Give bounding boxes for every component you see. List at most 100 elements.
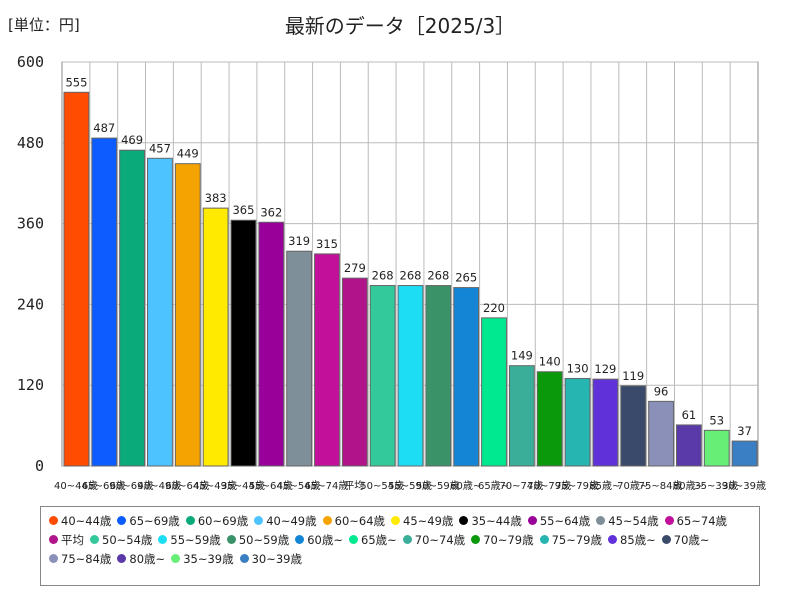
legend-marker — [349, 535, 358, 544]
bar-value-label: 119 — [622, 369, 644, 383]
bar — [675, 424, 702, 467]
legend-label: 40~49歳 — [266, 513, 317, 528]
bar-chart: 0 120 240 360 480 600 555 40~44歳 487 65~69歳 469 60~… — [17, 53, 766, 492]
bar-value-label: 315 — [316, 237, 338, 251]
x-tick-label: 70歳~ — [617, 480, 648, 492]
bar-value-label: 149 — [511, 349, 533, 363]
legend-marker — [596, 516, 606, 525]
legend-item: 85歳~ — [608, 530, 656, 549]
bar — [119, 149, 146, 467]
legend-item: 60~64歳 — [322, 511, 386, 530]
legend-item: 40~44歳 — [49, 511, 111, 530]
legend-label: 60~64歳 — [334, 513, 386, 528]
bar-value-label: 365 — [232, 203, 254, 217]
x-tick-label: 80歳~ — [673, 480, 704, 492]
bar — [286, 250, 313, 467]
legend-item: 60歳~ — [295, 530, 343, 549]
legend-item: 40~49歳 — [254, 511, 317, 530]
bar — [453, 287, 480, 467]
legend-marker — [49, 535, 58, 544]
y-tick-label: 120 — [17, 376, 44, 394]
legend-item: 35~44歳 — [459, 511, 522, 530]
legend-label: 平均 — [61, 532, 84, 547]
bar-value-label: 37 — [737, 424, 752, 438]
legend-marker — [539, 535, 549, 544]
legend-item: 70歳~ — [661, 530, 710, 549]
bar — [147, 157, 173, 467]
x-tick-label: 65~74歳 — [305, 480, 349, 492]
bar-value-label: 129 — [594, 362, 616, 376]
bar — [341, 277, 368, 467]
bar — [369, 285, 396, 467]
legend-label: 70歳~ — [673, 532, 710, 547]
x-tick-label: 50~59歳 — [416, 480, 460, 492]
legend-label: 60~69歳 — [197, 513, 249, 528]
legend-label: 50~54歳 — [102, 532, 153, 547]
legend-label: 70~74歳 — [414, 532, 466, 547]
legend-item: 80歳~ — [117, 549, 165, 568]
bar — [91, 137, 118, 467]
bar — [230, 219, 257, 467]
x-tick-label: 55~64歳 — [249, 480, 293, 492]
x-tick-label: 30~39歳 — [722, 480, 766, 492]
x-tick-label: 平均 — [344, 480, 364, 492]
legend-label: 80歳~ — [129, 551, 166, 566]
chart-legend: 40~44歳 65~69歳 60~69歳 40~49歳 60~64歳 45~49歳 35~4… — [40, 506, 760, 586]
bar-value-label: 487 — [93, 121, 115, 135]
x-tick-label: 60歳~ — [450, 480, 481, 492]
legend-label: 65~74歳 — [676, 513, 728, 528]
legend-label: 75~79歳 — [551, 532, 602, 547]
legend-label: 45~49歳 — [403, 513, 454, 528]
x-tick-label: 35~39歳 — [694, 480, 738, 492]
legend-marker — [239, 554, 249, 563]
legend-item: 50~54歳 — [90, 530, 152, 549]
x-tick-label: 40~44歳 — [54, 480, 98, 492]
legend-label: 30~39歳 — [251, 551, 302, 566]
x-tick-label: 55~59歳 — [388, 480, 432, 492]
y-tick-label: 240 — [17, 295, 44, 313]
bar — [731, 440, 758, 467]
bar — [174, 163, 201, 467]
legend-label: 40~44歳 — [61, 513, 112, 528]
legend-label: 35~39歳 — [183, 551, 234, 566]
x-tick-label: 75~79歳 — [555, 480, 599, 492]
legend-marker — [226, 535, 236, 544]
legend-marker — [322, 516, 332, 525]
legend-item: 55~64歳 — [527, 511, 591, 530]
legend-marker — [117, 516, 127, 525]
legend-marker — [158, 535, 168, 544]
legend-marker — [117, 554, 127, 563]
x-tick-label: 70~74歳 — [499, 480, 543, 492]
chart-title: 最新のデータ［2025/3］ — [284, 14, 516, 38]
legend-marker — [171, 554, 181, 563]
legend-label: 45~54歳 — [608, 513, 659, 528]
bar-value-label: 96 — [654, 384, 669, 398]
bar-value-label: 140 — [539, 355, 561, 369]
legend-label: 85歳~ — [620, 532, 656, 547]
legend-label: 60歳~ — [307, 532, 343, 547]
bar — [620, 385, 647, 467]
bar — [397, 285, 424, 467]
bar — [63, 91, 90, 467]
bar-value-label: 130 — [567, 361, 589, 375]
bar-value-label: 61 — [682, 408, 697, 422]
legend-item: 65歳~ — [349, 530, 397, 549]
legend-marker — [527, 516, 537, 525]
legend-item: 60~69歳 — [185, 511, 249, 530]
bar — [592, 378, 619, 467]
legend-label: 35~44歳 — [471, 513, 522, 528]
legend-item: 75~79歳 — [539, 530, 602, 549]
x-tick-label: 75~84歳 — [639, 480, 683, 492]
legend-marker — [608, 535, 617, 544]
legend-label: 55~64歳 — [539, 513, 591, 528]
legend-marker — [471, 535, 481, 544]
legend-item: 70~74歳 — [402, 530, 466, 549]
x-tick-label: 65歳~ — [478, 480, 509, 492]
x-tick-label: 60~64歳 — [165, 480, 209, 492]
legend-item: 50~59歳 — [226, 530, 289, 549]
x-tick-label: 45~54歳 — [277, 480, 321, 492]
x-tick-label: 65~69歳 — [82, 480, 126, 492]
legend-marker — [49, 554, 58, 563]
legend-marker — [459, 516, 469, 525]
x-tick-label: 35~44歳 — [221, 480, 265, 492]
